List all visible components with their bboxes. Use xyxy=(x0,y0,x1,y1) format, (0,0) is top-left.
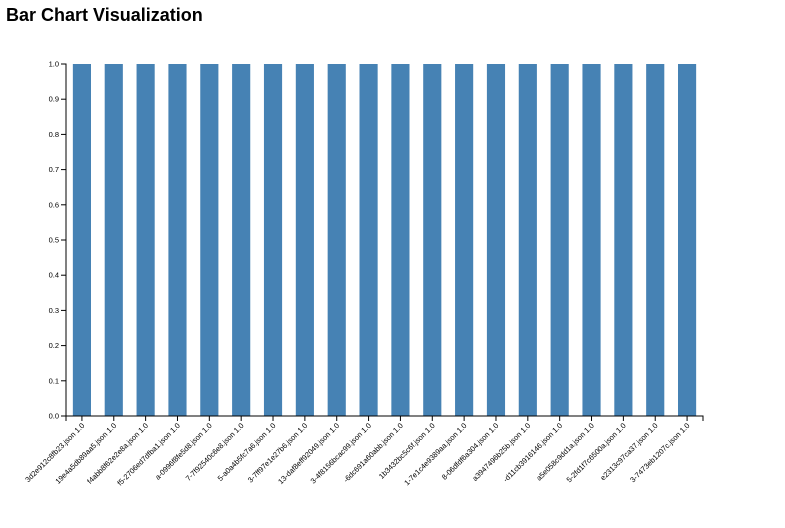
x-tick-label: 5-a0a4b5fc7a6.json 1.0 xyxy=(216,421,278,483)
x-tick-label: 19e4a5db89aa5.json 1.0 xyxy=(53,421,118,486)
bar xyxy=(646,64,665,416)
bar xyxy=(104,64,123,416)
x-tick-label: -6dc691a60abb.json 1.0 xyxy=(342,421,405,484)
x-tick-label: 7-7f92540c6e8.json 1.0 xyxy=(184,421,246,483)
bar xyxy=(359,64,378,416)
x-tick-label: e2313c97ca37.json 1.0 xyxy=(598,421,659,482)
bar xyxy=(200,64,219,416)
bar xyxy=(423,64,442,416)
bar xyxy=(614,64,633,416)
bar xyxy=(232,64,251,416)
y-tick-label: 0.4 xyxy=(49,271,59,280)
y-tick-label: 0.5 xyxy=(49,236,59,245)
chart-plot-area: 0.0 0.1 0.2 0.3 0.4 0.5 0.6 0.7 0.8 0.9 1.0 3d2e912… xyxy=(23,60,704,488)
x-tick-label: 3d2e912c8fb23.json 1.0 xyxy=(23,421,86,484)
x-tick-label: 1-7e1c4e9389aa.json 1.0 xyxy=(402,421,468,487)
x-tick-label: 13-daf8eff92049.json 1.0 xyxy=(276,421,341,486)
y-tick-label: 0.3 xyxy=(49,306,59,315)
x-tick-label: 5-2fd1f7c6500a.json 1.0 xyxy=(565,421,628,484)
bar xyxy=(263,64,283,416)
bar xyxy=(327,64,346,416)
x-tick-label: a3947496b25b.json 1.0 xyxy=(470,421,532,483)
bar xyxy=(518,64,537,416)
y-tick-label: 0.1 xyxy=(49,376,59,385)
x-tick-label: 3-7473eb1207c.json 1.0 xyxy=(628,421,691,484)
bar xyxy=(295,64,314,416)
bar xyxy=(455,64,474,416)
x-tick-label: 8-06dfdf6a304.json 1.0 xyxy=(440,421,501,482)
page-title: Bar Chart Visualization xyxy=(6,5,203,25)
y-tick-label: 0.9 xyxy=(49,95,59,104)
bar xyxy=(168,64,187,416)
x-tick-label: f4abb8f62e2e8a.json 1.0 xyxy=(85,421,150,486)
y-tick-label: 0.7 xyxy=(49,165,59,174)
y-tick-label: 0.2 xyxy=(49,341,59,350)
y-tick-label: 1.0 xyxy=(49,60,59,69)
x-tick-label: a-0996f8fe5d8.json 1.0 xyxy=(153,421,214,482)
x-axis-line xyxy=(65,415,704,421)
bar xyxy=(678,64,697,416)
bar xyxy=(72,64,91,416)
bar xyxy=(136,64,155,416)
y-tick-label: 0.0 xyxy=(49,412,59,421)
y-tick-label: 0.8 xyxy=(49,130,59,139)
bar xyxy=(550,64,569,416)
x-tick-label: f5-2706ed7dfba1.json 1.0 xyxy=(115,421,182,488)
x-tick-label: a5e058c9dd1a.json 1.0 xyxy=(534,421,596,483)
bar xyxy=(582,64,601,416)
x-tick-label: 3-4f8156bcac99.json 1.0 xyxy=(309,421,373,485)
bar xyxy=(391,64,410,416)
x-tick-label: 3-7ff97e1e27b6.json 1.0 xyxy=(246,421,309,484)
x-tick-label: 1b3432bc5c6f.json 1.0 xyxy=(377,421,437,481)
y-tick-label: 0.6 xyxy=(49,200,59,209)
x-tick-label: -d11cb3916146.json 1.0 xyxy=(501,421,564,484)
bar xyxy=(486,64,506,416)
